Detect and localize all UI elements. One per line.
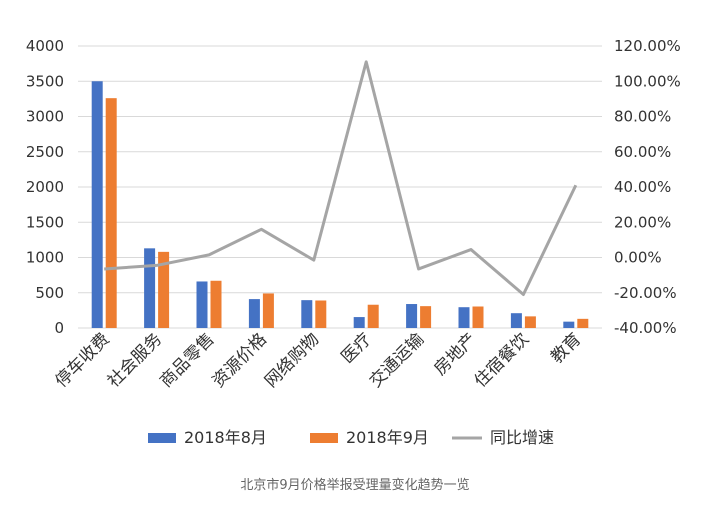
bar bbox=[210, 280, 222, 328]
line-series bbox=[104, 60, 578, 297]
bar bbox=[563, 321, 575, 328]
bar bbox=[196, 281, 208, 328]
left-tick-label: 0 bbox=[54, 319, 64, 337]
chart-caption: 北京市9月价格举报受理量变化趋势一览 bbox=[240, 478, 470, 493]
category-label: 住宿餐饮 bbox=[471, 329, 533, 391]
right-y-axis: -40.00% -20.00% 0.00% 20.00% 40.00% 60.00% 80.… bbox=[614, 37, 681, 337]
legend-label: 2018年9月 bbox=[346, 428, 429, 447]
right-tick-label: 60.00% bbox=[614, 143, 671, 161]
right-tick-label: 100.00% bbox=[614, 72, 681, 90]
legend-swatch bbox=[148, 433, 176, 443]
legend-swatch bbox=[310, 433, 338, 443]
left-tick-label: 2500 bbox=[26, 143, 64, 161]
left-y-axis: 0 500 1000 1500 2000 2500 3000 3500 4000 bbox=[26, 37, 64, 337]
legend-label: 同比增速 bbox=[490, 428, 554, 447]
category-label: 医疗 bbox=[338, 329, 376, 367]
bar bbox=[144, 248, 156, 328]
category-label: 停车收费 bbox=[52, 329, 114, 391]
bar bbox=[262, 293, 274, 328]
category-label: 资源价格 bbox=[209, 329, 271, 391]
category-label: 商品零售 bbox=[156, 329, 218, 391]
right-tick-label: -40.00% bbox=[614, 319, 677, 337]
right-tick-label: 80.00% bbox=[614, 108, 671, 126]
bar bbox=[158, 251, 170, 328]
right-tick-label: 0.00% bbox=[614, 249, 662, 267]
bar bbox=[91, 81, 103, 328]
left-tick-label: 3000 bbox=[26, 108, 64, 126]
bar bbox=[458, 307, 470, 328]
bar bbox=[315, 300, 327, 328]
bar bbox=[248, 299, 260, 328]
category-label: 社会服务 bbox=[104, 329, 166, 391]
bar bbox=[301, 300, 313, 328]
left-tick-label: 3500 bbox=[26, 72, 64, 90]
bar bbox=[105, 98, 117, 328]
bar bbox=[367, 304, 379, 328]
bar bbox=[577, 318, 589, 328]
bar bbox=[510, 313, 522, 328]
legend-label: 2018年8月 bbox=[184, 428, 267, 447]
left-tick-label: 2000 bbox=[26, 178, 64, 196]
bar-series bbox=[91, 81, 589, 328]
bar bbox=[472, 306, 484, 328]
bar bbox=[353, 317, 365, 328]
right-tick-label: 120.00% bbox=[614, 37, 681, 55]
right-tick-label: 20.00% bbox=[614, 213, 671, 231]
category-label: 房地产 bbox=[430, 329, 480, 379]
gridlines bbox=[78, 45, 602, 329]
left-tick-label: 1500 bbox=[26, 213, 64, 231]
bar bbox=[420, 306, 432, 328]
left-tick-label: 4000 bbox=[26, 37, 64, 55]
category-label: 交通运输 bbox=[366, 329, 428, 391]
right-tick-label: -20.00% bbox=[614, 284, 677, 302]
growth-rate-line bbox=[104, 60, 578, 297]
category-label: 网络购物 bbox=[261, 329, 323, 391]
bar bbox=[524, 316, 536, 328]
left-tick-label: 500 bbox=[35, 284, 64, 302]
right-tick-label: 40.00% bbox=[614, 178, 671, 196]
category-label: 教育 bbox=[547, 329, 585, 367]
bar bbox=[406, 304, 418, 328]
combo-chart: 0 500 1000 1500 2000 2500 3000 3500 4000 -40.00%… bbox=[26, 37, 681, 447]
legend: 2018年8月 2018年9月 同比增速 bbox=[148, 428, 554, 447]
left-tick-label: 1000 bbox=[26, 249, 64, 267]
